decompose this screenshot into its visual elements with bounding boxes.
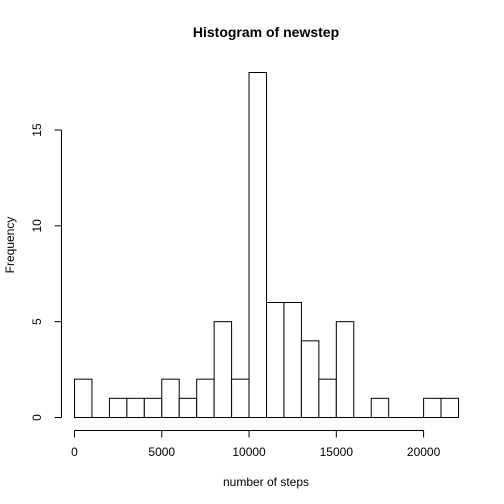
bars-group bbox=[74, 72, 459, 419]
histogram-bar bbox=[213, 321, 233, 418]
histogram-bar bbox=[318, 378, 337, 418]
histogram-bar bbox=[143, 397, 163, 419]
histogram-bar bbox=[74, 378, 93, 418]
histogram-bar bbox=[126, 397, 145, 419]
y-tick-label: 0 bbox=[30, 414, 44, 421]
histogram-bar bbox=[231, 378, 250, 418]
y-axis: 0 5 10 15 bbox=[30, 123, 62, 421]
histogram-bar bbox=[248, 72, 268, 418]
y-axis-label: Frequency bbox=[3, 217, 17, 274]
histogram-bar bbox=[108, 397, 128, 419]
x-tick-label: 20000 bbox=[407, 445, 441, 459]
x-tick-label: 5000 bbox=[148, 445, 175, 459]
x-axis-label: number of steps bbox=[223, 475, 309, 489]
histogram-bar bbox=[335, 321, 355, 418]
histogram-bar bbox=[266, 302, 285, 418]
x-axis: 0 5000 10000 15000 20000 bbox=[71, 430, 441, 459]
histogram-bar bbox=[196, 378, 215, 418]
histogram-bar bbox=[423, 397, 442, 419]
y-tick-label: 5 bbox=[30, 318, 44, 325]
x-tick-label: 15000 bbox=[320, 445, 354, 459]
y-tick-label: 15 bbox=[30, 123, 44, 137]
histogram-bar bbox=[370, 397, 390, 419]
x-tick-label: 0 bbox=[71, 445, 78, 459]
chart-title: Histogram of newstep bbox=[193, 24, 339, 40]
histogram-bar bbox=[440, 397, 459, 419]
histogram-bar bbox=[161, 378, 180, 418]
histogram-bar bbox=[178, 397, 198, 419]
histogram-bar bbox=[283, 302, 302, 418]
y-tick-label: 10 bbox=[30, 219, 44, 233]
x-tick-label: 10000 bbox=[232, 445, 266, 459]
histogram-bar bbox=[300, 340, 320, 419]
